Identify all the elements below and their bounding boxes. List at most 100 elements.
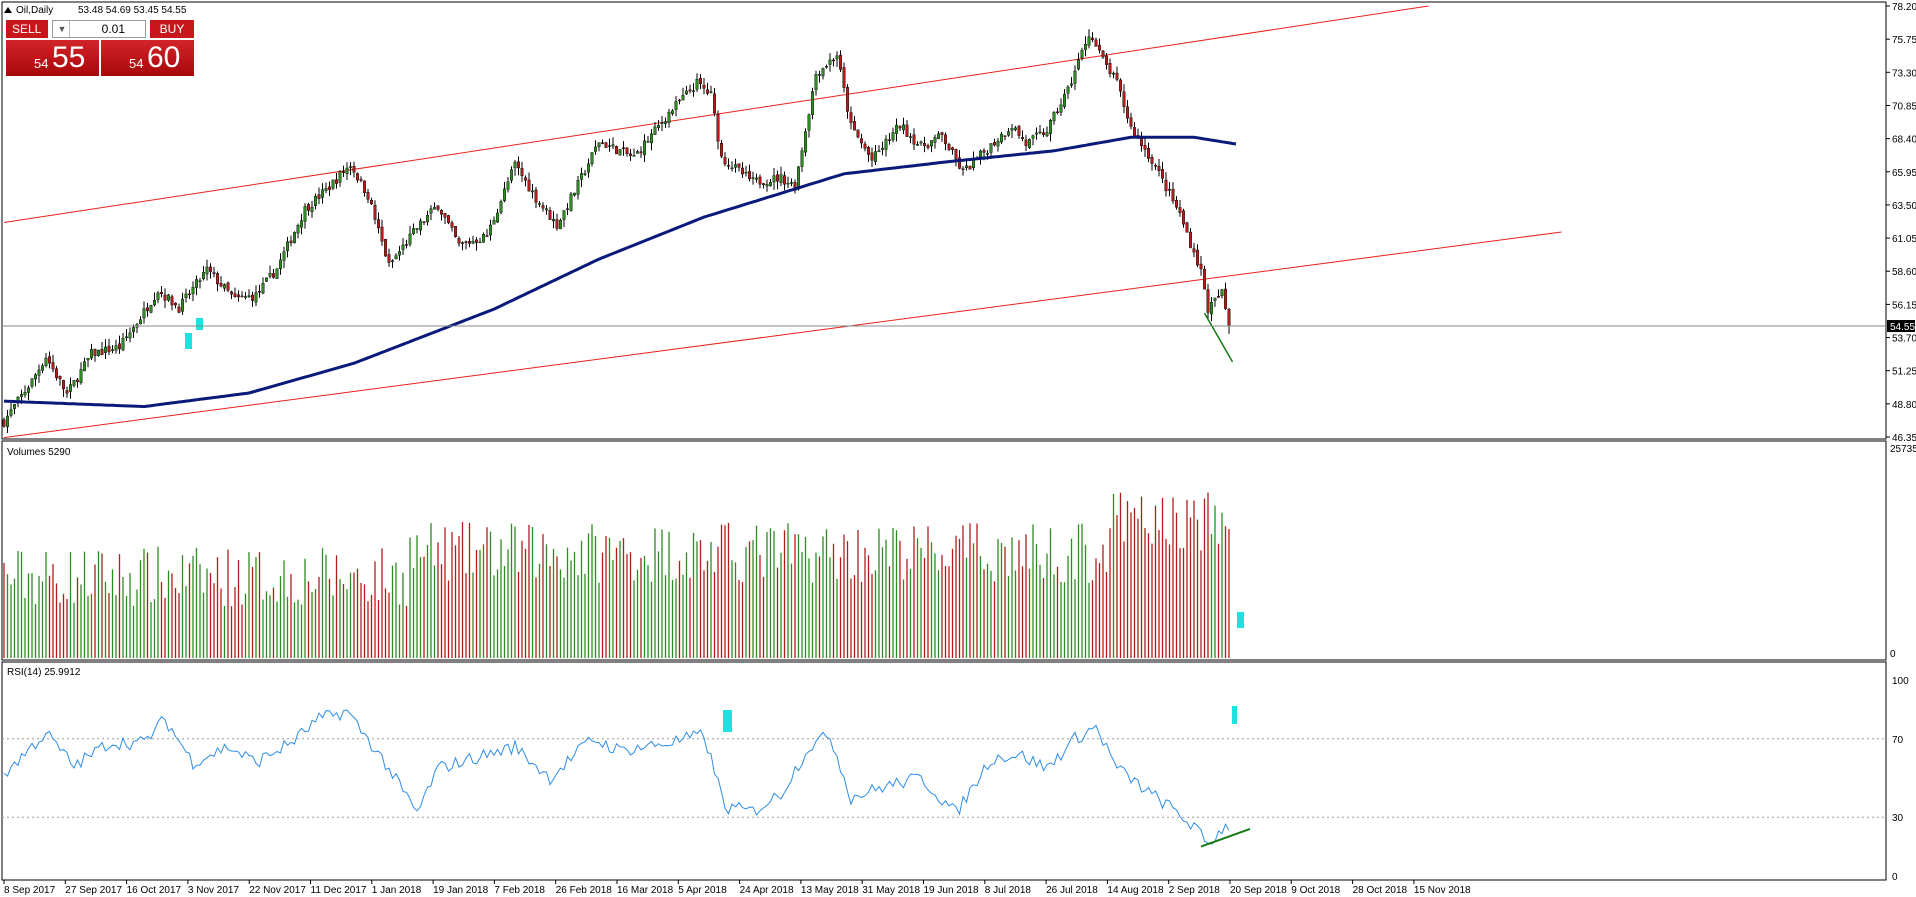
candle-body	[338, 171, 342, 183]
price-tick-label: 63.50	[1892, 201, 1916, 212]
candle-body	[716, 114, 720, 142]
buy-button[interactable]: BUY	[150, 20, 194, 38]
candle-body	[993, 142, 997, 146]
candle-body	[324, 188, 328, 191]
candle-body	[307, 204, 311, 211]
candle-body	[387, 254, 391, 263]
candle-body	[870, 152, 874, 161]
candle-body	[20, 394, 24, 397]
candle-body	[1199, 263, 1203, 270]
candle-body	[958, 157, 962, 169]
candle-body	[468, 241, 472, 244]
buy-price-button[interactable]: 54 60	[101, 40, 194, 76]
lot-stepper-arrow-icon[interactable]: ▼	[55, 21, 70, 37]
symbol-label: Oil,Daily	[16, 5, 53, 16]
candle-body	[58, 376, 62, 380]
candle-body	[559, 220, 563, 230]
price-tick-label: 73.30	[1892, 68, 1916, 79]
candle-body	[342, 171, 346, 173]
time-tick-label: 31 May 2018	[862, 885, 920, 896]
candle-body	[898, 126, 902, 129]
candle-body	[296, 225, 300, 234]
candle-body	[555, 219, 559, 229]
candle-body	[933, 137, 937, 143]
candle-body	[461, 242, 465, 244]
candle-body	[236, 294, 240, 298]
candle-body	[622, 147, 626, 150]
sell-price-pips: 55	[52, 41, 86, 74]
candle-body	[615, 146, 619, 155]
candle-body	[205, 266, 209, 275]
candle-body	[415, 228, 419, 230]
candle-body	[944, 134, 948, 145]
channel-line	[3, 231, 1562, 439]
candle-body	[867, 146, 871, 155]
candle-body	[222, 284, 226, 289]
candle-body	[723, 157, 727, 165]
candle-body	[408, 233, 412, 245]
time-axis: 8 Sep 2017 27 Sep 2017 16 Oct 2017 3 Nov 20…	[3, 880, 1471, 896]
candle-body	[37, 369, 41, 376]
channel-line	[3, 5, 1429, 224]
sell-price-button[interactable]: 54 55	[6, 40, 99, 76]
sell-button[interactable]: SELL	[6, 20, 48, 38]
candle-body	[1125, 106, 1129, 119]
candle-body	[769, 181, 773, 187]
candle-body	[1143, 145, 1147, 150]
candle-body	[573, 192, 577, 196]
candle-body	[89, 349, 93, 359]
candle-body	[695, 79, 699, 90]
candle-body	[688, 89, 692, 92]
candle-body	[807, 114, 811, 131]
current-price-label: 54.55	[1890, 322, 1915, 333]
candle-body	[1223, 288, 1227, 309]
candle-body	[286, 241, 290, 252]
candle-body	[370, 200, 374, 205]
candle-body	[552, 218, 556, 222]
candle-body	[1174, 200, 1178, 208]
candle-body	[1132, 127, 1136, 137]
candle-body	[954, 149, 958, 160]
candle-body	[968, 165, 972, 170]
candle-body	[937, 133, 941, 140]
lot-size-value[interactable]: 0.01	[101, 22, 125, 36]
candle-body	[1209, 301, 1213, 315]
candle-body	[891, 132, 895, 141]
candle-body	[629, 153, 633, 156]
signal-markers	[185, 318, 1244, 732]
candle-body	[1055, 111, 1059, 113]
volume-bottom-tick: 0	[1890, 649, 1896, 660]
candle-body	[1073, 70, 1077, 84]
candle-body	[895, 124, 899, 134]
candle-body	[520, 167, 524, 176]
candle-body	[201, 272, 205, 280]
candle-body	[1213, 297, 1217, 301]
candle-body	[1027, 139, 1031, 148]
candle-body	[384, 238, 388, 257]
candle-body	[874, 151, 878, 163]
time-tick-label: 5 Apr 2018	[678, 885, 727, 896]
candle-body	[1129, 117, 1133, 127]
menu-triangle-icon[interactable]	[4, 7, 12, 13]
candle-body	[982, 150, 986, 153]
candle-body	[356, 173, 360, 181]
channel-lines	[3, 5, 1562, 439]
candle-body	[727, 164, 731, 167]
candle-body	[152, 300, 156, 306]
price-panel-frame	[1, 1, 1887, 440]
lot-size-stepper[interactable]: ▼ 0.01	[52, 20, 146, 38]
candle-body	[55, 368, 59, 378]
signal-marker	[196, 318, 203, 330]
rsi-line	[3, 709, 1230, 845]
candle-body	[1094, 39, 1098, 47]
price-tick-label: 70.85	[1892, 101, 1916, 112]
candle-body	[786, 182, 790, 185]
candle-body	[1146, 147, 1150, 159]
candle-body	[1052, 112, 1056, 122]
candle-body	[100, 349, 104, 355]
candle-body	[863, 143, 867, 149]
candle-body	[1104, 55, 1108, 65]
candle-body	[758, 176, 762, 185]
candle-body	[475, 239, 479, 243]
